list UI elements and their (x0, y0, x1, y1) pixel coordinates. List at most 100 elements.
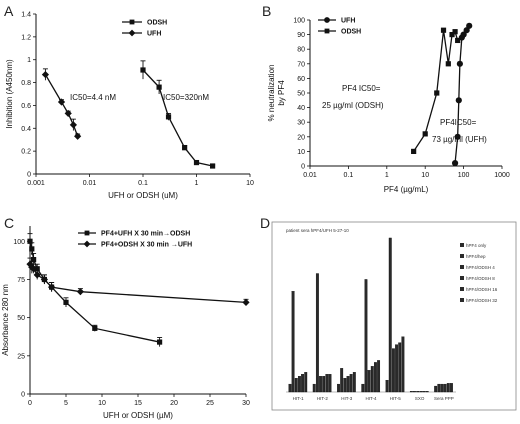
d-category-label: HIT-4 (365, 396, 376, 401)
b-annotation-ufh-2: 73 µg/ml (UFH) (432, 135, 487, 144)
b-legend-label: UFH (341, 18, 355, 25)
a-point (57, 98, 66, 106)
panel-b: B 0.01 0.1 1 10 100 1000 0 10 20 30 40 50 60 70 80 90 10… (260, 0, 520, 212)
d-legend-label: hPF4/ODSH 16 (466, 287, 498, 292)
panel-a-chart: A 0.001 0.01 0.1 1 10 0 0.2 0.4 0.6 0.8 1 1.2 1.4 UFH… (4, 3, 254, 200)
b-point (422, 131, 428, 137)
d-bar (440, 383, 444, 393)
b-point (445, 61, 451, 67)
c-y-tick-label: 50 (17, 315, 25, 322)
b-y-axis-title-2: by PF4 (277, 80, 286, 106)
a-y-tick-label: 0.2 (21, 149, 31, 156)
d-bar (325, 374, 329, 393)
c-point (76, 288, 84, 296)
b-y-tick-label: 10 (297, 149, 305, 156)
c-y-tick-label: 75 (17, 277, 25, 284)
a-legend-marker (129, 19, 135, 25)
d-chart-title: patient sera hPF4/UFH 5-27-10 (286, 228, 349, 233)
b-x-tick-label: 1 (385, 172, 389, 179)
b-legend-marker (324, 28, 330, 34)
d-bar (374, 362, 377, 393)
d-bar (297, 376, 301, 393)
a-y-tick-label: 0.4 (21, 126, 31, 133)
d-legend-swatch (460, 287, 464, 291)
b-x-tick-label: 1000 (494, 172, 510, 179)
c-y-tick-label: 100 (13, 239, 25, 246)
d-bar (416, 391, 420, 393)
a-y-tick-label: 0.8 (21, 80, 31, 87)
d-category-label: Sera PPP (434, 396, 454, 401)
b-x-tick-label: 10 (421, 172, 429, 179)
d-legend-swatch (460, 276, 464, 280)
d-bar (367, 370, 371, 393)
d-legend-swatch (460, 243, 464, 247)
d-bar (328, 374, 332, 393)
panel-c: C 0 5 10 15 20 25 30 0 25 50 75 100 UFH or ODSH (µM)… (0, 212, 260, 424)
c-legend-marker (83, 240, 91, 248)
b-point (451, 159, 459, 167)
d-bar (349, 374, 353, 393)
c-x-tick-label: 15 (134, 400, 142, 407)
d-legend-swatch (460, 298, 464, 302)
b-y-tick-label: 80 (297, 47, 305, 54)
d-bar (337, 383, 340, 393)
c-point (34, 266, 40, 272)
a-annotation-odsh: IC50=320nM (163, 93, 209, 102)
panel-c-chart: C 0 5 10 15 20 25 30 0 25 50 75 100 UFH or ODSH (µM)… (1, 215, 250, 420)
d-legend-swatch (460, 265, 464, 269)
d-bar (364, 279, 368, 393)
d-bar (443, 383, 447, 393)
a-point (64, 109, 72, 118)
b-point (455, 37, 461, 44)
c-y-tick-label: 0 (21, 392, 25, 399)
panel-c-label: C (4, 215, 14, 231)
d-category-label: SXO (415, 396, 425, 401)
c-series-line (29, 263, 247, 304)
b-point (449, 32, 455, 38)
d-bar (346, 376, 350, 393)
d-bar (301, 374, 305, 393)
a-x-tick-label: 1 (195, 180, 199, 187)
b-annotation-odsh-2: 25 µg/ml (ODSH) (322, 101, 384, 110)
b-y-tick-label: 0 (301, 164, 305, 171)
a-x-tick-label: 0.01 (83, 180, 97, 187)
c-legend-label: PF4+ODSH X 30 min →UFH (101, 242, 192, 249)
a-x-tick-label: 10 (246, 180, 254, 187)
a-x-tick-label: 0.1 (138, 180, 148, 187)
d-bar (304, 372, 308, 393)
c-point (242, 298, 250, 306)
d-legend-label: hPF4/hep (466, 254, 486, 259)
c-point (27, 238, 33, 244)
c-x-axis-title: UFH or ODSH (µM) (103, 411, 173, 420)
b-x-tick-label: 0.1 (344, 172, 354, 179)
b-annotation-odsh-1: PF4 IC50= (342, 84, 381, 93)
b-point (466, 22, 473, 29)
d-bar (434, 385, 438, 393)
b-legend-label: ODSH (341, 29, 361, 36)
b-y-tick-label: 70 (297, 61, 305, 68)
b-point (460, 31, 467, 38)
a-series-line (142, 69, 213, 167)
d-bar (413, 391, 416, 393)
b-y-tick-label: 60 (297, 76, 305, 83)
d-bar (361, 383, 365, 393)
c-point (63, 299, 69, 305)
panel-d: D patient sera hPF4/UFH 5-27-10 HIT-1 HIT-… (260, 212, 520, 424)
d-bar (312, 383, 316, 393)
a-point (210, 163, 216, 169)
a-y-tick-label: 0.6 (21, 103, 31, 110)
c-x-tick-label: 30 (242, 400, 250, 407)
a-point (193, 159, 200, 166)
c-point (157, 339, 163, 345)
d-legend-label: hPF4/ODSH 4 (466, 265, 495, 270)
d-bar (446, 383, 450, 393)
d-bar (425, 391, 429, 393)
panel-a: A 0.001 0.01 0.1 1 10 0 0.2 0.4 0.6 0.8 1 1.2 1.4 UFH… (0, 0, 260, 212)
d-bar (385, 379, 389, 393)
a-y-axis-title: Inhibition (A450nm) (5, 59, 14, 129)
a-point (140, 67, 146, 73)
d-bar (343, 378, 347, 393)
d-bar (288, 383, 292, 393)
d-bar (391, 348, 395, 393)
a-legend-label: ODSH (147, 20, 167, 27)
